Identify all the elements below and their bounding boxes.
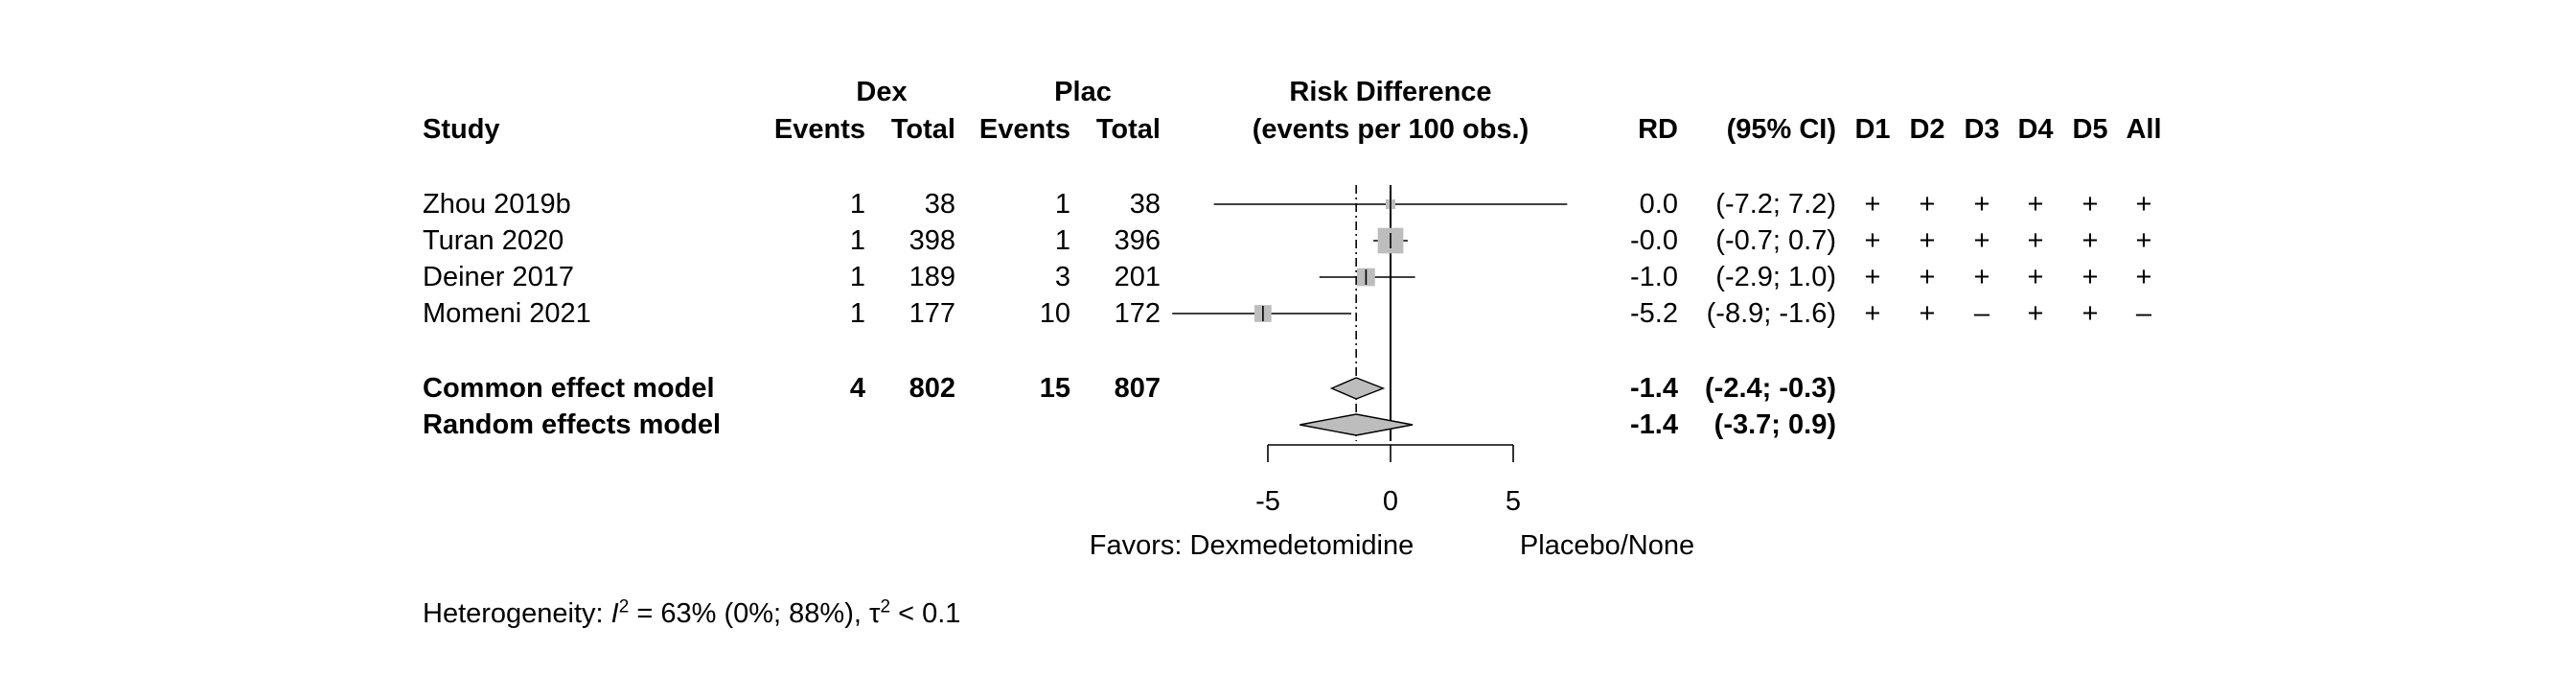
- ci-value: (-8.9; -1.6): [1706, 298, 1836, 329]
- superscript-2: 2: [618, 596, 630, 617]
- rob-judgement: +: [1973, 262, 1990, 292]
- plac-total: 201: [1114, 262, 1161, 292]
- pooled-ci-value: (-3.7; 0.9): [1714, 409, 1836, 440]
- plac-total: 38: [1129, 189, 1161, 220]
- effect-header-line1: Risk Difference: [1289, 77, 1492, 107]
- rob-judgement: +: [2135, 262, 2152, 292]
- rd-column-header: RD: [1638, 114, 1678, 145]
- x-tick-label: 5: [1505, 486, 1522, 517]
- plac-total: 396: [1114, 225, 1161, 256]
- dex-events: 1: [849, 262, 865, 292]
- rob-judgement: –: [1973, 298, 1990, 329]
- rob-judgement: +: [2027, 225, 2044, 256]
- dex-group-header: Dex: [856, 77, 908, 107]
- rob-judgement: +: [1864, 189, 1881, 220]
- x-tick-label: 0: [1382, 486, 1399, 517]
- rob-domain-header-all: All: [2126, 114, 2162, 145]
- plac-events: 10: [1039, 298, 1070, 329]
- rd-value: -0.0: [1630, 225, 1678, 256]
- rob-judgement: +: [1919, 225, 1936, 256]
- rob-judgement: +: [2027, 262, 2044, 292]
- ci-value: (-7.2; 7.2): [1715, 189, 1836, 220]
- pooled-plac-total: 807: [1114, 373, 1161, 404]
- tau-symbol: τ: [868, 598, 881, 629]
- plac-group-header: Plac: [1054, 77, 1112, 107]
- study-name: Momeni 2021: [423, 298, 591, 329]
- rob-judgement: +: [1919, 298, 1936, 329]
- plac-events-header: Events: [978, 114, 1070, 145]
- heterogeneity-statistics: Heterogeneity: I2 = 63% (0%; 88%), τ2 < …: [423, 597, 960, 630]
- rob-judgement: –: [2135, 298, 2152, 329]
- study-name: Deiner 2017: [423, 262, 574, 292]
- rob-judgement: +: [2135, 189, 2152, 220]
- rd-value: -5.2: [1630, 298, 1678, 329]
- pooled-diamond: [1300, 413, 1414, 436]
- plac-events: 1: [1054, 225, 1070, 256]
- pooled-rd-value: -1.4: [1630, 373, 1678, 404]
- favors-right-label: Placebo/None: [1519, 530, 1695, 561]
- study-column-header: Study: [423, 114, 500, 145]
- study-name: Zhou 2019b: [423, 189, 571, 220]
- i-squared-value: = 63% (0%; 88%),: [629, 598, 869, 629]
- plac-events: 3: [1054, 262, 1070, 292]
- rob-judgement: +: [1864, 298, 1881, 329]
- dex-total: 177: [908, 298, 955, 329]
- pooled-dex-total: 802: [908, 373, 955, 404]
- rob-judgement: +: [1864, 225, 1881, 256]
- favors-left-label: Favors: Dexmedetomidine: [1089, 530, 1414, 561]
- heterogeneity-prefix: Heterogeneity:: [423, 598, 611, 629]
- dex-events: 1: [849, 225, 865, 256]
- dex-total: 38: [924, 189, 955, 220]
- rob-domain-header-d1: D1: [1854, 114, 1891, 145]
- pooled-dex-events: 4: [849, 373, 865, 404]
- pooled-plac-events: 15: [1039, 373, 1070, 404]
- plac-total: 172: [1114, 298, 1161, 329]
- rob-judgement: +: [1919, 262, 1936, 292]
- rob-judgement: +: [2082, 298, 2099, 329]
- dex-total: 189: [908, 262, 955, 292]
- pooled-rd-value: -1.4: [1630, 409, 1678, 440]
- rob-judgement: +: [1864, 262, 1881, 292]
- dex-events: 1: [849, 298, 865, 329]
- plac-total-header: Total: [1095, 114, 1161, 145]
- rob-judgement: +: [2082, 189, 2099, 220]
- x-tick-label: -5: [1255, 486, 1280, 517]
- rob-judgement: +: [1973, 225, 1990, 256]
- effect-header-line2: (events per 100 obs.): [1252, 114, 1530, 145]
- ci-value: (-0.7; 0.7): [1715, 225, 1836, 256]
- tau-squared-value: < 0.1: [890, 598, 961, 629]
- ci-value: (-2.9; 1.0): [1715, 262, 1836, 292]
- rob-judgement: +: [1919, 189, 1936, 220]
- rob-judgement: +: [2082, 262, 2099, 292]
- rob-domain-header-d4: D4: [2017, 114, 2054, 145]
- superscript-2: 2: [880, 596, 891, 617]
- rob-judgement: +: [2027, 189, 2044, 220]
- rob-judgement: +: [2082, 225, 2099, 256]
- rd-value: 0.0: [1639, 189, 1678, 220]
- rob-domain-header-d2: D2: [1909, 114, 1945, 145]
- pooled-model-name: Random effects model: [423, 409, 721, 440]
- rd-value: -1.0: [1630, 262, 1678, 292]
- dex-events: 1: [849, 189, 865, 220]
- rob-judgement: +: [2135, 225, 2152, 256]
- plac-events: 1: [1054, 189, 1070, 220]
- rob-domain-header-d5: D5: [2072, 114, 2108, 145]
- rob-judgement: +: [1973, 189, 1990, 220]
- ci-column-header: (95% CI): [1726, 114, 1836, 145]
- study-name: Turan 2020: [423, 225, 564, 256]
- dex-events-header: Events: [773, 114, 865, 145]
- i-squared-symbol: I: [610, 598, 619, 629]
- pooled-model-name: Common effect model: [423, 373, 715, 404]
- pooled-diamond: [1329, 377, 1386, 400]
- rob-domain-header-d3: D3: [1964, 114, 2000, 145]
- dex-total: 398: [908, 225, 955, 256]
- dex-total-header: Total: [890, 114, 955, 145]
- rob-judgement: +: [2027, 298, 2044, 329]
- pooled-ci-value: (-2.4; -0.3): [1705, 373, 1836, 404]
